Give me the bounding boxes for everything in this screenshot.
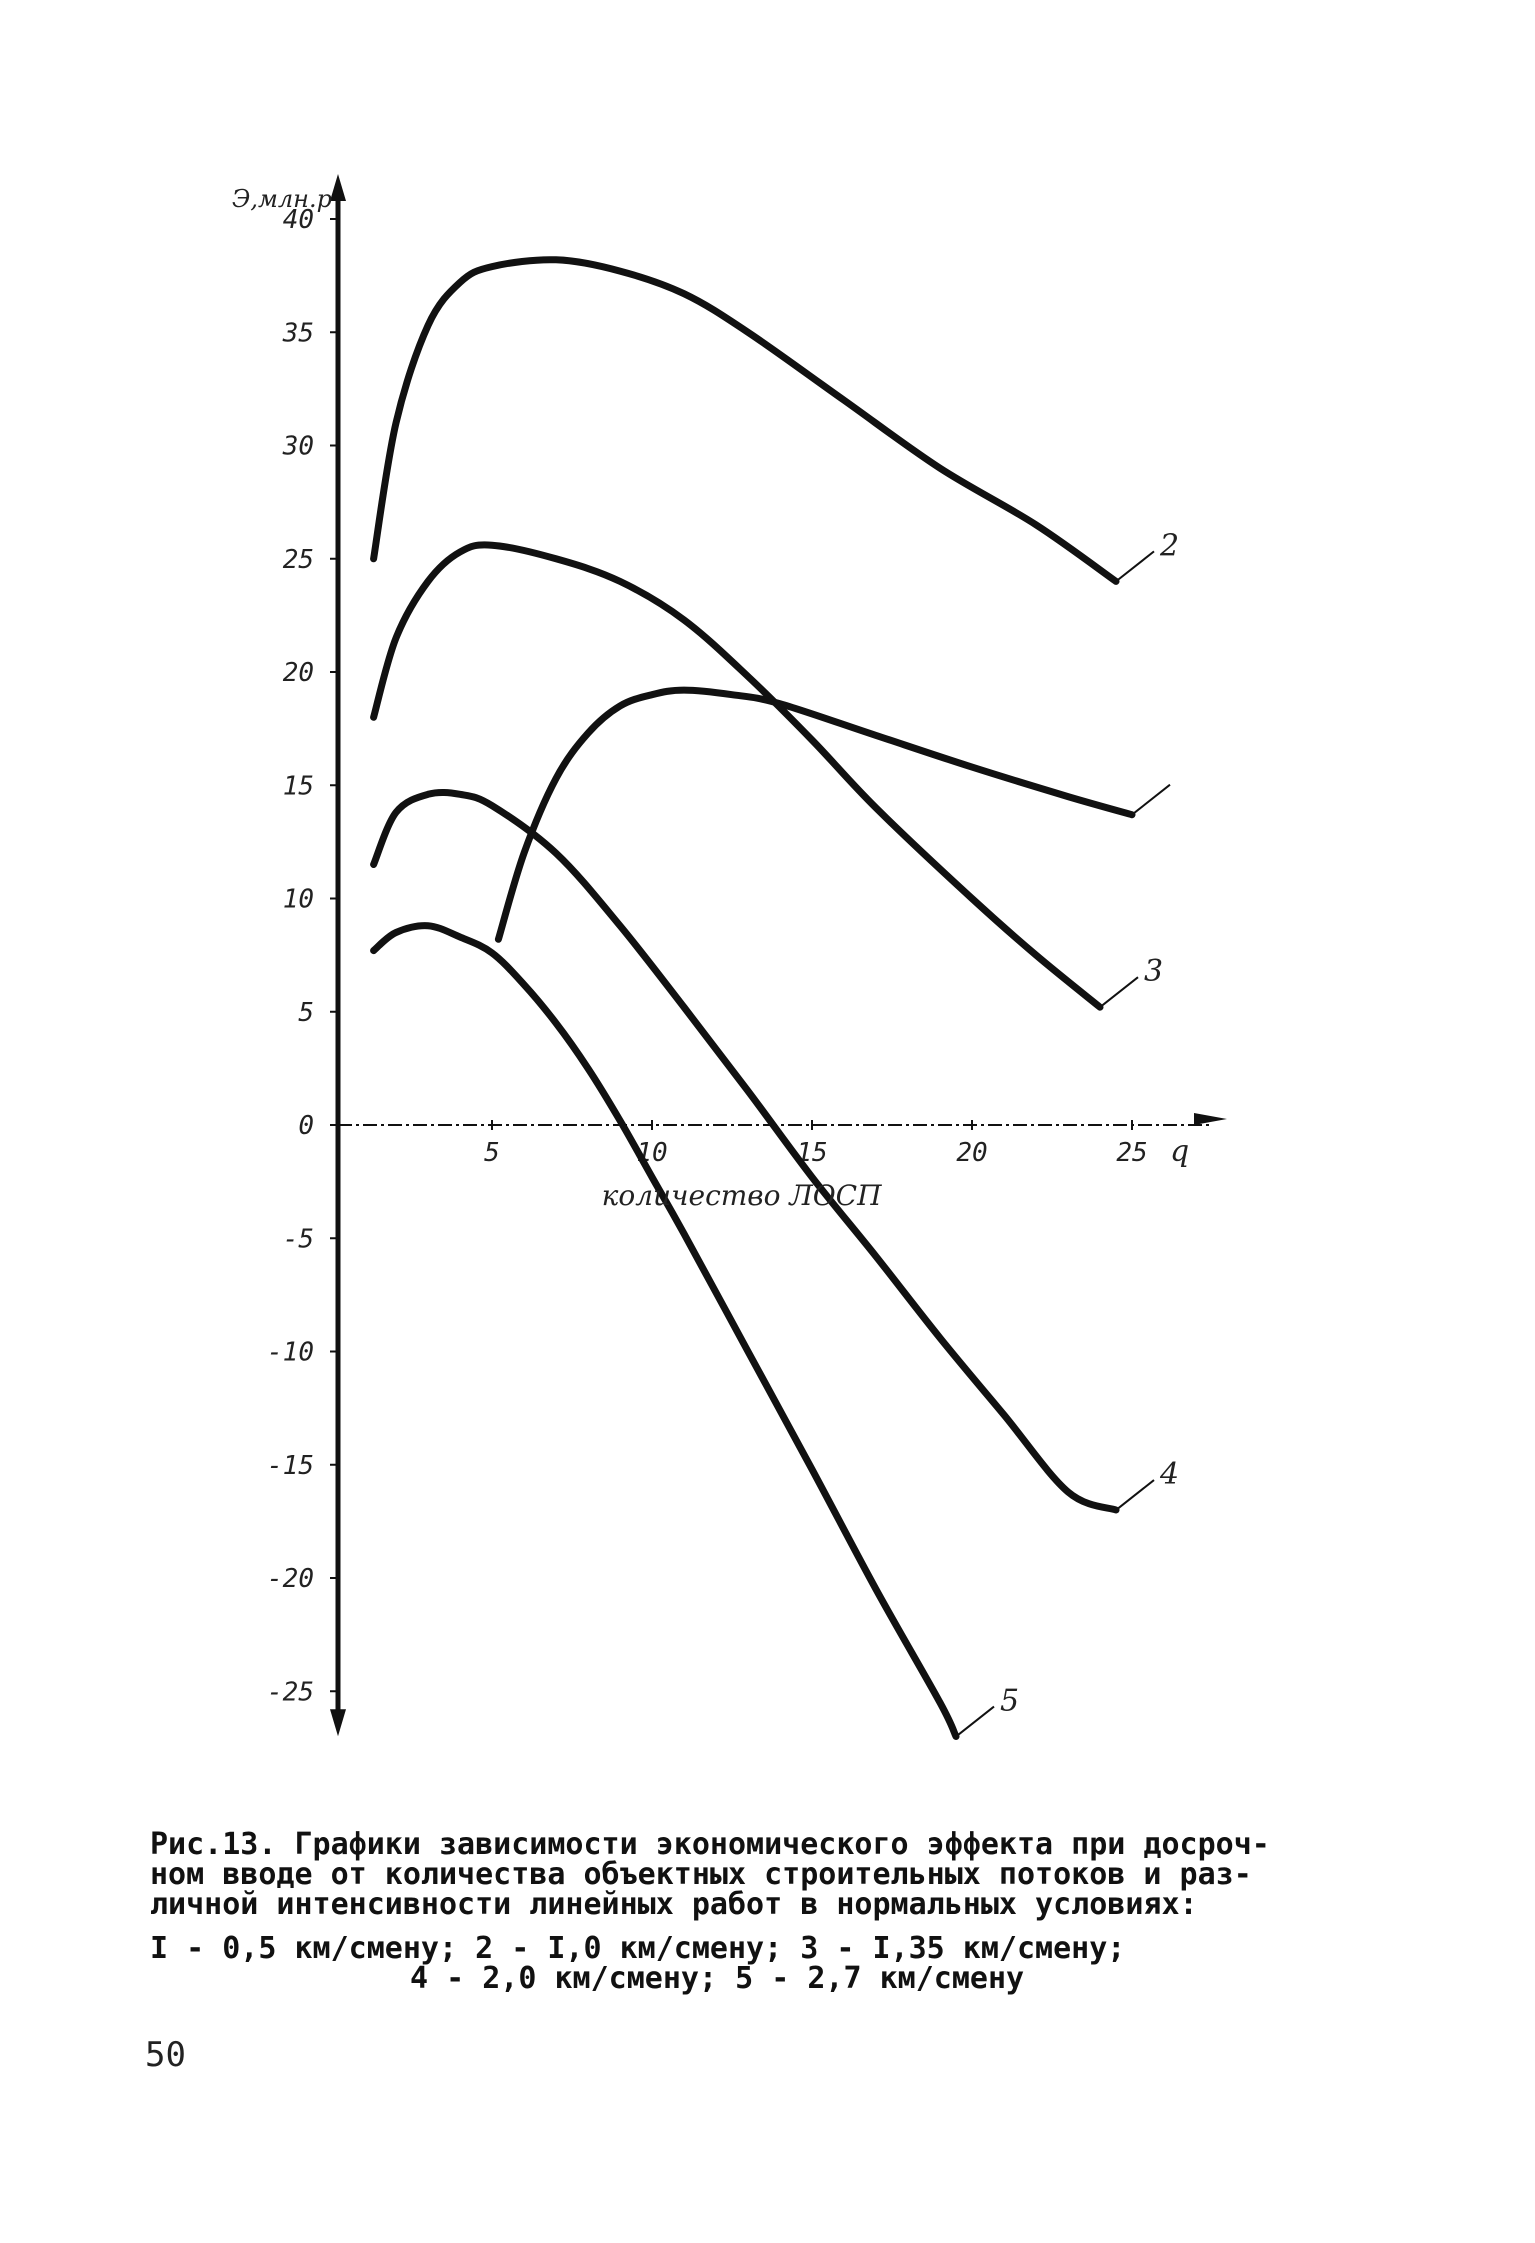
- page-number: 50: [145, 2035, 186, 2075]
- caption-line-3: личной интенсивности линейных работ в но…: [150, 1887, 1198, 1922]
- series-curve-2: [494, 686, 1136, 943]
- series-curve-1: [370, 256, 1120, 585]
- y-tick-label: 40: [283, 205, 314, 235]
- y-tick-label: 20: [283, 658, 314, 688]
- x-tick-label: 20: [956, 1138, 987, 1168]
- curve-leader-line: [1131, 783, 1171, 816]
- caption-line-2: ном вводе от количества объектных строит…: [150, 1857, 1252, 1892]
- curve-label-3: 3: [1144, 954, 1163, 989]
- y-tick-label: 35: [282, 318, 314, 348]
- y-tick-label: -5: [283, 1224, 314, 1254]
- y-tick-label: 15: [283, 771, 314, 801]
- caption-line-1: Рис.13. Графики зависимости экономическо…: [150, 1827, 1270, 1862]
- curve-label-5: 5: [1000, 1684, 1019, 1719]
- x-tick-label: 5: [484, 1138, 500, 1168]
- curve-leader-line: [1115, 550, 1155, 583]
- y-tick-label: 25: [283, 545, 314, 575]
- caption-legend-line-1: I - 0,5 км/смену; 2 - I,0 км/смену; 3 - …: [150, 1931, 1126, 1966]
- series-curve-3: [370, 541, 1104, 1011]
- y-tick-label: 10: [283, 885, 314, 915]
- y-axis-arrow-top: [330, 174, 346, 201]
- y-tick-label: -25: [267, 1677, 314, 1707]
- curve-leader-line: [1115, 1479, 1155, 1511]
- chart-labels: Э,млн.р q количество ЛОСП 2 3 4 5: [232, 185, 1189, 1738]
- curve-label-2: 2: [1159, 528, 1179, 563]
- x-axis-arrow: [1194, 1113, 1227, 1125]
- caption-legend-line-2: 4 - 2,0 км/смену; 5 - 2,7 км/смену: [410, 1961, 1025, 1996]
- curve-label-4: 4: [1159, 1457, 1179, 1492]
- y-tick-label: -15: [267, 1451, 314, 1481]
- figure-caption: Рис.13. Графики зависимости экономическо…: [150, 1830, 1410, 1994]
- x-axis-label: количество ЛОСП: [602, 1179, 882, 1212]
- y-axis-arrow-bottom: [330, 1709, 346, 1737]
- y-axis-label: Э,млн.р: [232, 185, 332, 213]
- x-tick-label: 25: [1116, 1138, 1147, 1168]
- x-axis-symbol: q: [1170, 1134, 1189, 1169]
- y-tick-label: 30: [282, 432, 314, 462]
- curve-leader-line: [1099, 976, 1139, 1009]
- y-tick-label: 0: [298, 1111, 314, 1141]
- series-curve-5: [370, 922, 960, 1740]
- series-curve-4: [370, 788, 1120, 1514]
- y-tick-label: 5: [298, 998, 314, 1028]
- chart-curves: [370, 256, 1136, 1740]
- y-tick-label: -20: [267, 1564, 314, 1594]
- y-tick-label: -10: [267, 1338, 314, 1368]
- curve-leader-line: [955, 1705, 995, 1738]
